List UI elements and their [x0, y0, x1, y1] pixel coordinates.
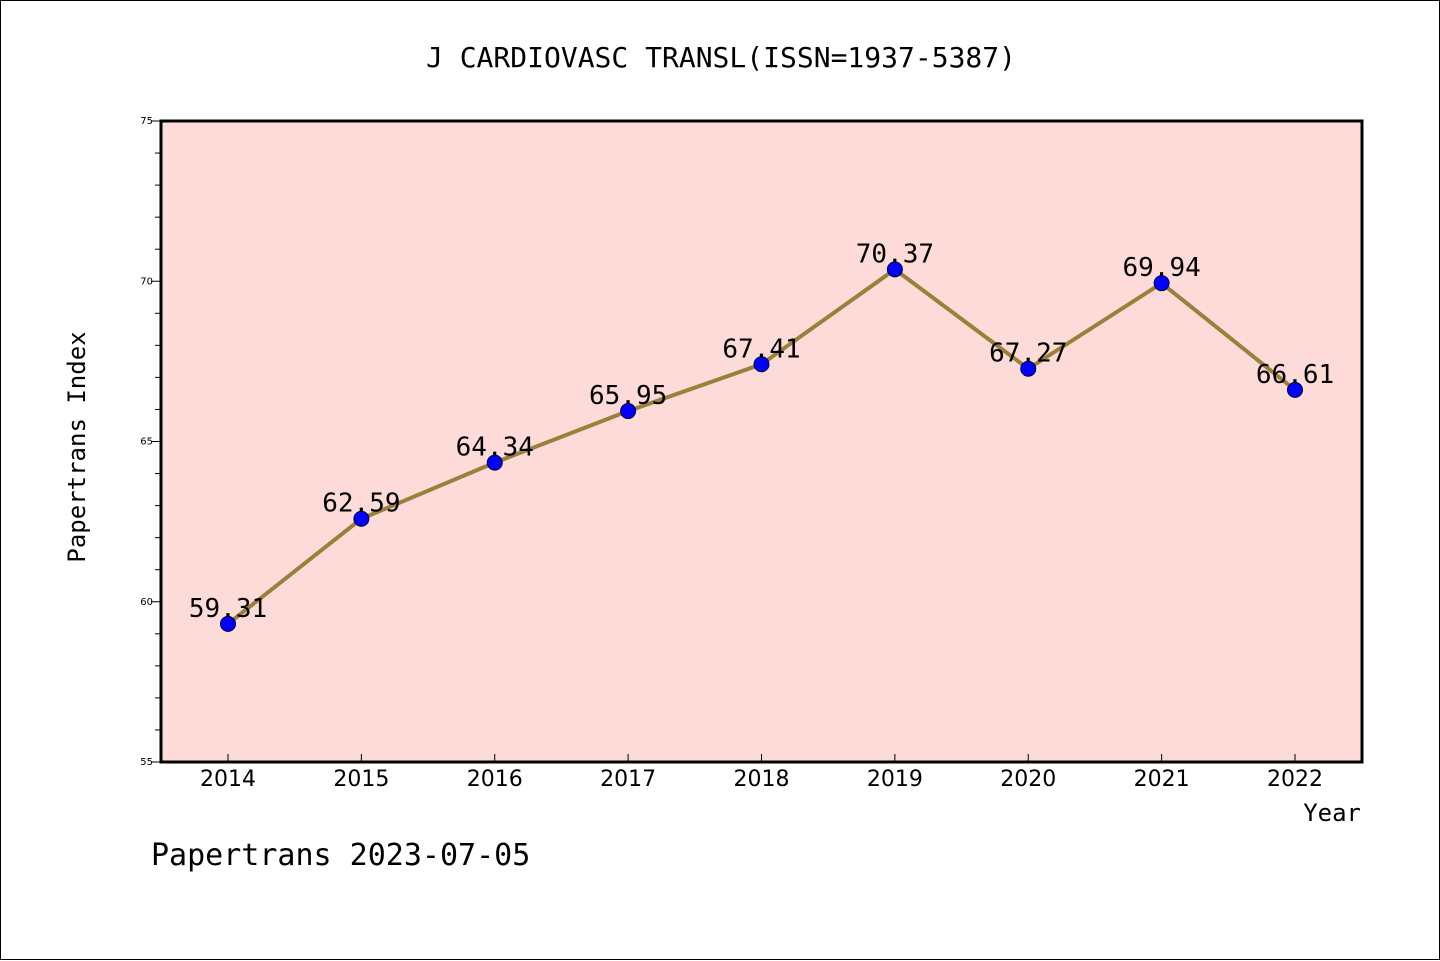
x-tick-label: 2019	[867, 767, 923, 792]
data-point	[1287, 381, 1303, 398]
data-points	[220, 261, 1303, 632]
data-point	[220, 615, 236, 632]
y-tick-label: 75	[140, 116, 153, 127]
x-tick-label: 2022	[1267, 767, 1323, 792]
data-label: 59.31	[189, 594, 267, 624]
y-tick-label: 70	[140, 276, 153, 287]
data-label: 69.94	[1122, 253, 1200, 283]
y-tick-label: 55	[140, 757, 153, 768]
data-label: 65.95	[589, 381, 667, 411]
data-point	[1153, 275, 1170, 292]
x-tick-label: 2017	[600, 767, 656, 792]
data-label: 70.37	[856, 239, 934, 269]
data-label: 62.59	[322, 489, 400, 519]
y-axis-label: Papertrans Index	[63, 331, 91, 562]
data-point	[753, 356, 770, 373]
plot-area	[159, 119, 1364, 764]
x-tick-label: 2016	[467, 767, 523, 792]
x-axis-label: Year	[1303, 799, 1361, 827]
data-label: 67.41	[722, 334, 800, 364]
data-labels: 59.31 62.59 64.34 65.95 67.41 70.37 67.27 69.94…	[189, 239, 1334, 623]
data-label: 66.61	[1256, 360, 1334, 390]
x-tick-label: 2015	[333, 767, 389, 792]
data-point	[486, 454, 503, 471]
x-tick-label: 2021	[1134, 767, 1190, 792]
data-point	[353, 510, 370, 527]
chart-title: J CARDIOVASC TRANSL(ISSN=1937-5387)	[426, 41, 1016, 74]
x-tick-label: 2018	[734, 767, 790, 792]
y-tick-label: 60	[140, 597, 153, 608]
x-axis: 2014 2015 2016 2017 2018 2019 2020 2021 2022	[200, 754, 1323, 792]
y-axis: 55 60 65 70 75	[140, 116, 161, 768]
footer-text: Papertrans 2023-07-05	[151, 838, 530, 873]
data-point	[886, 261, 903, 278]
data-label: 64.34	[456, 433, 534, 463]
data-point	[1020, 360, 1037, 377]
x-tick-label: 2020	[1000, 767, 1056, 792]
data-label: 67.27	[989, 339, 1067, 369]
data-point	[620, 403, 637, 420]
x-tick-label: 2014	[200, 767, 256, 792]
y-tick-label: 65	[140, 437, 153, 448]
